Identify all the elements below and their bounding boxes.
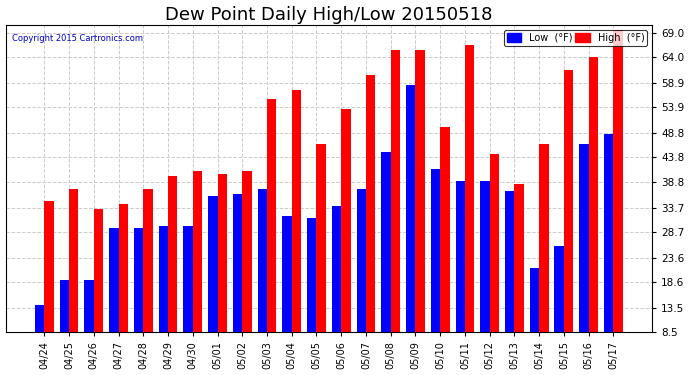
Bar	[184, 226, 193, 375]
Bar	[119, 204, 128, 375]
Bar	[217, 174, 227, 375]
Bar	[307, 218, 317, 375]
Bar	[44, 201, 54, 375]
Bar	[94, 209, 104, 375]
Bar	[342, 110, 351, 375]
Bar	[480, 181, 490, 375]
Bar	[317, 144, 326, 375]
Bar	[555, 246, 564, 375]
Bar	[208, 196, 217, 375]
Bar	[391, 50, 400, 375]
Bar	[109, 228, 119, 375]
Bar	[60, 280, 69, 375]
Bar	[415, 50, 425, 375]
Bar	[465, 45, 474, 375]
Bar	[292, 90, 301, 375]
Bar	[431, 169, 440, 375]
Bar	[282, 216, 292, 375]
Bar	[604, 134, 613, 375]
Bar	[144, 189, 152, 375]
Bar	[357, 189, 366, 375]
Bar	[267, 99, 277, 375]
Bar	[579, 144, 589, 375]
Bar	[515, 184, 524, 375]
Bar	[35, 305, 44, 375]
Bar	[159, 226, 168, 375]
Text: Copyright 2015 Cartronics.com: Copyright 2015 Cartronics.com	[12, 34, 143, 44]
Bar	[233, 194, 242, 375]
Bar	[242, 171, 252, 375]
Bar	[440, 127, 450, 375]
Bar	[168, 176, 177, 375]
Bar	[613, 30, 623, 375]
Bar	[530, 268, 539, 375]
Bar	[366, 75, 375, 375]
Bar	[382, 152, 391, 375]
Bar	[332, 206, 342, 375]
Bar	[539, 144, 549, 375]
Bar	[134, 228, 144, 375]
Legend: Low  (°F), High  (°F): Low (°F), High (°F)	[504, 30, 647, 46]
Bar	[406, 85, 415, 375]
Bar	[455, 181, 465, 375]
Bar	[589, 57, 598, 375]
Bar	[193, 171, 202, 375]
Bar	[490, 154, 499, 375]
Bar	[69, 189, 79, 375]
Bar	[84, 280, 94, 375]
Bar	[505, 191, 515, 375]
Bar	[257, 189, 267, 375]
Title: Dew Point Daily High/Low 20150518: Dew Point Daily High/Low 20150518	[165, 6, 493, 24]
Bar	[564, 70, 573, 375]
